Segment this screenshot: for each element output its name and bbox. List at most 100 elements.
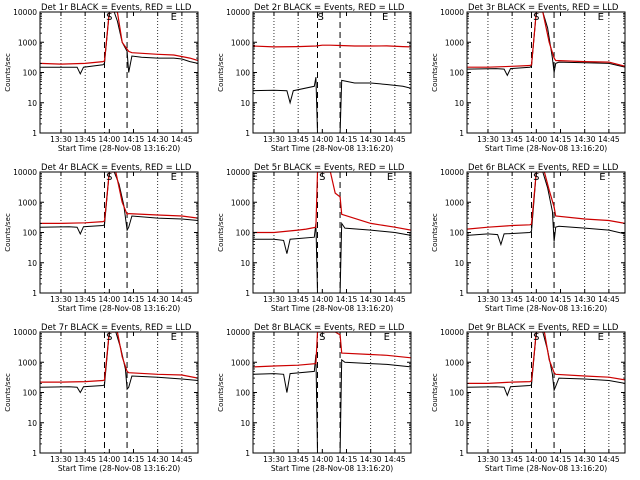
y-tick-label: 1	[459, 289, 464, 298]
lld-series-line	[253, 44, 411, 48]
plot-frame	[466, 11, 626, 134]
x-tick-label: 14:15	[123, 455, 145, 464]
x-tick-label: 14:15	[336, 135, 358, 144]
event-marker-label: S	[319, 172, 325, 183]
lld-series-line	[253, 172, 411, 234]
y-tick-label: 1	[245, 129, 250, 138]
y-tick-label: 10000	[226, 168, 250, 177]
y-tick-label: 100	[23, 229, 38, 238]
events-series-line	[40, 172, 198, 236]
x-tick-label: 14:30	[574, 455, 596, 464]
x-tick-label: 13:45	[287, 455, 309, 464]
panel-title: Det 1r BLACK = Events, RED = LLD	[41, 3, 192, 13]
event-marker-label: S	[106, 332, 112, 343]
y-tick-label: 10	[27, 259, 37, 268]
lld-series-line	[40, 12, 198, 65]
event-marker-label: E	[387, 172, 393, 183]
detector-panel: Det 3r BLACK = Events, RED = LLD Counts/s…	[431, 3, 626, 153]
event-marker-label: E	[382, 12, 388, 23]
y-tick-label: 10000	[13, 168, 37, 177]
x-tick-label: 13:30	[50, 135, 72, 144]
event-marker-label: E	[251, 172, 257, 183]
event-marker-label: S	[533, 172, 539, 183]
y-tick-label: 10000	[440, 328, 464, 337]
x-tick-label: 14:30	[147, 295, 169, 304]
y-tick-label: 10	[27, 419, 37, 428]
y-tick-label: 10000	[226, 328, 250, 337]
x-tick-label: 14:45	[384, 295, 406, 304]
plot-frame	[39, 171, 199, 294]
panel-title: Det 5r BLACK = Events, RED = LLD	[254, 163, 405, 173]
x-tick-label: 13:45	[287, 295, 309, 304]
event-marker-label: S	[533, 12, 539, 23]
detector-panel: Det 6r BLACK = Events, RED = LLD Counts/s…	[431, 163, 626, 313]
y-tick-label: 1	[32, 129, 37, 138]
x-tick-label: 14:45	[384, 455, 406, 464]
event-marker-label: E	[171, 332, 177, 343]
x-tick-label: 13:30	[50, 455, 72, 464]
x-tick-label: 14:15	[123, 295, 145, 304]
panel-title: Det 6r BLACK = Events, RED = LLD	[468, 163, 619, 173]
y-tick-label: 1	[32, 289, 37, 298]
panel-title: Det 2r BLACK = Events, RED = LLD	[254, 3, 405, 13]
y-axis-label: Counts/sec	[4, 53, 12, 92]
x-tick-label: 14:30	[360, 295, 382, 304]
x-tick-label: 14:30	[360, 135, 382, 144]
x-tick-label: 13:45	[74, 455, 96, 464]
y-tick-label: 1	[32, 449, 37, 458]
y-tick-label: 1000	[18, 358, 37, 367]
panel-title: Det 4r BLACK = Events, RED = LLD	[41, 163, 192, 173]
x-tick-label: 14:00	[99, 295, 121, 304]
x-tick-label: 14:15	[550, 135, 572, 144]
y-tick-label: 100	[450, 389, 465, 398]
y-tick-label: 1000	[18, 38, 37, 47]
y-tick-label: 1000	[18, 198, 37, 207]
detector-panel: Det 5r BLACK = Events, RED = LLD Counts/s…	[217, 163, 412, 313]
x-axis-label: Start Time (28-Nov-08 13:16:20)	[271, 464, 393, 473]
lld-series-line	[40, 332, 198, 383]
x-axis-label: Start Time (28-Nov-08 13:16:20)	[58, 144, 180, 153]
y-tick-label: 1000	[445, 38, 464, 47]
y-axis-label: Counts/sec	[4, 373, 12, 412]
y-tick-label: 10	[27, 99, 37, 108]
event-marker-label: E	[171, 12, 177, 23]
x-tick-label: 13:30	[477, 455, 499, 464]
plot-frame	[466, 171, 626, 294]
events-series-line	[40, 332, 198, 394]
y-tick-label: 100	[450, 229, 465, 238]
lld-series-line	[40, 172, 198, 224]
y-axis-label: Counts/sec	[431, 373, 439, 412]
x-tick-label: 13:45	[74, 295, 96, 304]
plot-frame	[466, 331, 626, 454]
x-tick-label: 14:30	[574, 135, 596, 144]
panel-title: Det 7r BLACK = Events, RED = LLD	[41, 323, 192, 333]
events-series-line	[253, 77, 411, 133]
x-tick-label: 13:30	[263, 135, 285, 144]
x-tick-label: 13:45	[501, 295, 523, 304]
x-tick-label: 14:00	[312, 135, 334, 144]
x-axis-label: Start Time (28-Nov-08 13:16:20)	[58, 464, 180, 473]
x-tick-label: 13:45	[501, 135, 523, 144]
y-tick-label: 100	[23, 69, 38, 78]
y-axis-label: Counts/sec	[431, 53, 439, 92]
y-tick-label: 100	[236, 229, 251, 238]
events-series-line	[253, 354, 411, 453]
y-tick-label: 10	[454, 259, 464, 268]
x-tick-label: 14:30	[360, 455, 382, 464]
x-tick-label: 13:45	[287, 135, 309, 144]
y-axis-label: Counts/sec	[217, 373, 225, 412]
x-tick-label: 13:30	[477, 135, 499, 144]
event-marker-label: S	[319, 332, 325, 343]
event-marker-label: S	[533, 332, 539, 343]
x-tick-label: 13:30	[50, 295, 72, 304]
y-tick-label: 100	[236, 69, 251, 78]
x-tick-label: 14:00	[99, 135, 121, 144]
y-tick-label: 10	[240, 99, 250, 108]
y-tick-label: 1	[459, 129, 464, 138]
plot-frame	[252, 331, 412, 454]
detector-panel: Det 1r BLACK = Events, RED = LLD Counts/s…	[4, 3, 199, 153]
x-tick-label: 13:45	[74, 135, 96, 144]
y-tick-label: 1000	[445, 358, 464, 367]
x-tick-label: 14:45	[598, 455, 620, 464]
